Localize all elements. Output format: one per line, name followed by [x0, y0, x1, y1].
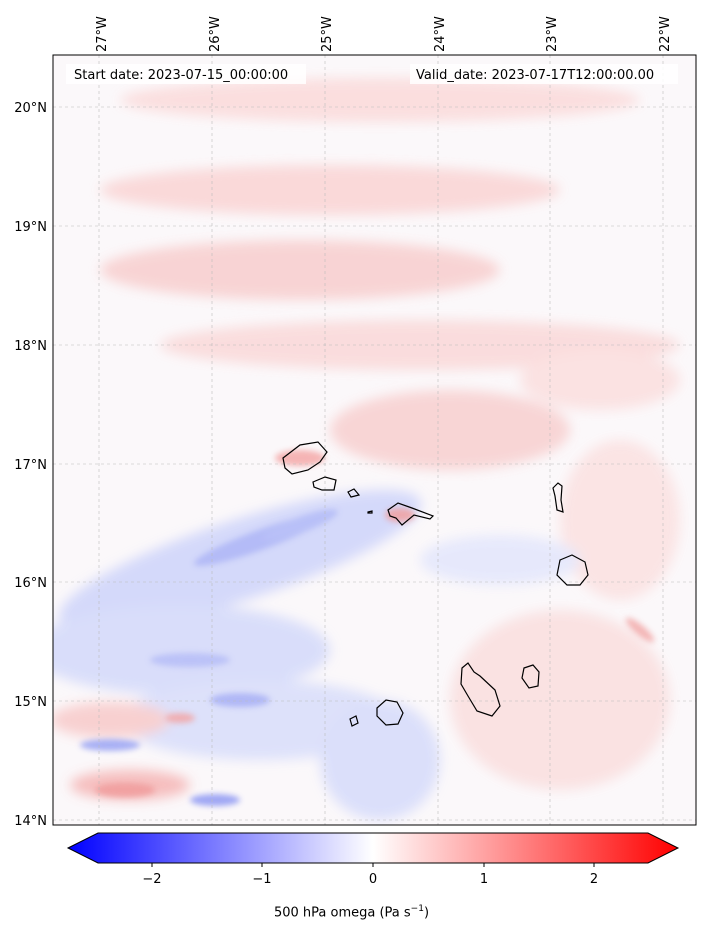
lat-label: 18°N: [14, 339, 47, 354]
island-brava: [349, 715, 359, 727]
valid-date-label: Valid_date: 2023-07-17T12:00:00.00: [416, 68, 654, 83]
lon-labels: 27°W 26°W 25°W 24°W 23°W 22°W: [95, 16, 673, 52]
map-frame: [52, 54, 697, 826]
colorbar-tick: −1: [252, 872, 271, 887]
lat-label: 20°N: [14, 101, 47, 116]
island-sao-vicente: [312, 476, 337, 491]
lat-labels: 20°N 19°N 18°N 17°N 16°N 15°N 14°N: [14, 101, 47, 829]
island-santiago: [460, 662, 501, 717]
start-date-label: Start date: 2023-07-15_00:00:00: [74, 68, 288, 83]
lon-label: 27°W: [95, 16, 110, 52]
omega-field: [53, 55, 696, 825]
gridlines: [53, 55, 696, 825]
lat-label: 14°N: [14, 814, 47, 829]
island-maio: [521, 664, 540, 689]
island-boa-vista: [556, 554, 589, 586]
island-ilheu: [367, 510, 373, 514]
lat-label: 19°N: [14, 220, 47, 235]
colorbar-tick: 0: [369, 872, 377, 887]
island-sal: [552, 482, 564, 513]
lat-label: 16°N: [14, 576, 47, 591]
lon-label: 23°W: [545, 16, 560, 52]
colorbar: −2 −1 0 1 2: [66, 832, 680, 887]
island-santa-luzia: [347, 488, 361, 498]
lon-label: 25°W: [320, 16, 335, 52]
lat-label: 15°N: [14, 695, 47, 710]
colorbar-label: 500 hPa omega (Pa s−1): [0, 904, 703, 920]
colorbar-tick: −2: [142, 872, 161, 887]
island-fogo: [376, 699, 404, 726]
coastlines: [282, 441, 589, 727]
lon-label: 22°W: [658, 16, 673, 52]
colorbar-label-exponent: −1: [410, 904, 424, 914]
colorbar-label-close: ): [423, 905, 430, 921]
colorbar-tick: 2: [590, 872, 598, 887]
lat-label: 17°N: [14, 458, 47, 473]
island-sao-nicolau: [387, 502, 435, 526]
lon-label: 26°W: [208, 16, 223, 52]
colorbar-tick: 1: [480, 872, 488, 887]
island-santo-antao: [282, 441, 328, 475]
colorbar-label-text: 500 hPa omega (Pa s: [273, 905, 411, 921]
lon-label: 24°W: [433, 16, 448, 52]
